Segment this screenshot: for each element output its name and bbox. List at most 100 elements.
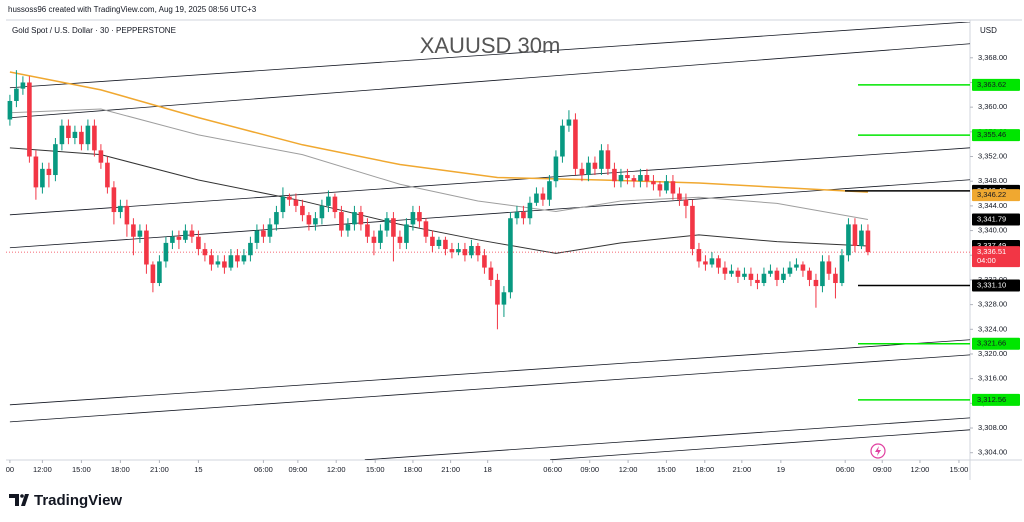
candle-body (657, 184, 663, 191)
candle-body (150, 264, 156, 284)
candle-body (118, 205, 123, 213)
y-tick-label: 3,360.00 (978, 102, 1007, 111)
candle-body (345, 224, 351, 231)
level-label: 3,321.66 (977, 339, 1006, 348)
candle-body (241, 255, 247, 262)
candle-body (670, 181, 676, 194)
candle-body (59, 125, 65, 145)
candle-body (495, 279, 500, 305)
candle-body (280, 196, 286, 213)
candle-body (7, 100, 13, 120)
candle-body (761, 273, 767, 284)
x-tick-label: 06:00 (836, 465, 855, 474)
candle-body (79, 131, 84, 145)
candle-body (365, 224, 370, 237)
candle-body (807, 270, 812, 280)
moving-average (9, 147, 868, 254)
candle-body (430, 236, 435, 246)
ma-label: 3,337.49 (977, 241, 1006, 250)
candle-body (92, 125, 97, 151)
candle-body (482, 255, 487, 268)
watermark-title: XAUUSD 30m (420, 33, 561, 58)
level-label: 3,331.10 (977, 280, 1006, 289)
level-label-box (972, 279, 1020, 292)
y-tick-label: 3,352.00 (978, 152, 1007, 161)
x-tick-label: 12:00 (911, 465, 930, 474)
candle-body (846, 224, 851, 256)
candle-body (209, 255, 214, 265)
candle-body (144, 230, 149, 265)
x-tick-label: 15:00 (72, 465, 91, 474)
level-label-box (972, 337, 1020, 350)
trendline (9, 147, 970, 216)
candle-body (27, 82, 32, 157)
trendline (9, 43, 970, 119)
candle-body (573, 119, 578, 169)
candle-body (488, 267, 494, 280)
candle-body (456, 249, 461, 253)
candle-body (105, 162, 110, 188)
candle-body (183, 230, 188, 240)
candle-body (683, 199, 689, 206)
trendline (9, 22, 970, 89)
candle-body (612, 168, 617, 182)
plot (6, 22, 970, 460)
x-tick-label: 09:00 (873, 465, 892, 474)
candle-body (560, 125, 565, 157)
candle-body (176, 236, 182, 240)
x-tick-label: 06:00 (543, 465, 562, 474)
candle-body (508, 218, 513, 293)
y-tick-label: 3,304.00 (978, 448, 1007, 457)
candle-body (605, 150, 611, 169)
ma-label-box (972, 213, 1020, 226)
candle-body (40, 168, 45, 188)
candle-body (332, 196, 338, 213)
candle-body (163, 242, 169, 262)
x-tick-label: 09:00 (288, 465, 307, 474)
candle-body (124, 205, 130, 225)
candle-body (839, 255, 845, 284)
level-label-box (972, 78, 1020, 91)
candle-body (313, 218, 318, 225)
y-tick-label: 3,348.00 (978, 176, 1007, 185)
y-tick-label: 3,332.00 (978, 275, 1007, 284)
brand: TradingView (34, 492, 122, 509)
candle-body (469, 245, 474, 256)
x-tick-label: 19 (777, 465, 785, 474)
candle-body (222, 261, 227, 268)
candle-body (599, 150, 604, 169)
candle-body (72, 131, 78, 139)
candle-body (794, 264, 799, 268)
x-tick-label: 18:00 (695, 465, 714, 474)
x-tick-label: 12:00 (327, 465, 346, 474)
credit: hussoss96 created with TradingView.com, … (8, 5, 257, 14)
countdown: 04:00 (977, 256, 996, 265)
x-tick-label: 21:00 (441, 465, 460, 474)
x-tick-label: 18:00 (111, 465, 130, 474)
candle-body (501, 292, 507, 305)
candle-body (85, 125, 91, 145)
candle-body (742, 273, 747, 277)
candle-body (722, 267, 728, 274)
ma-label: 3,341.79 (977, 215, 1006, 224)
candle-body (638, 175, 643, 182)
candle-body (248, 242, 253, 256)
candle-body (371, 236, 377, 243)
candle-body (404, 224, 409, 243)
candle-body (755, 279, 760, 284)
candle-body (326, 196, 331, 206)
candle-body (196, 236, 201, 250)
candle-body (865, 230, 871, 253)
candle-body (618, 175, 624, 182)
x-tick-label: 15:00 (366, 465, 385, 474)
x-tick-label: 15:00 (950, 465, 969, 474)
candle-body (586, 162, 591, 176)
candle-body (800, 264, 806, 271)
candle-body (443, 239, 448, 250)
candle-body (46, 168, 52, 176)
candle-body (378, 230, 383, 243)
candle-body (475, 245, 481, 256)
candle-body (384, 218, 390, 231)
candle-body (833, 273, 838, 284)
x-tick-label: 06:00 (254, 465, 273, 474)
